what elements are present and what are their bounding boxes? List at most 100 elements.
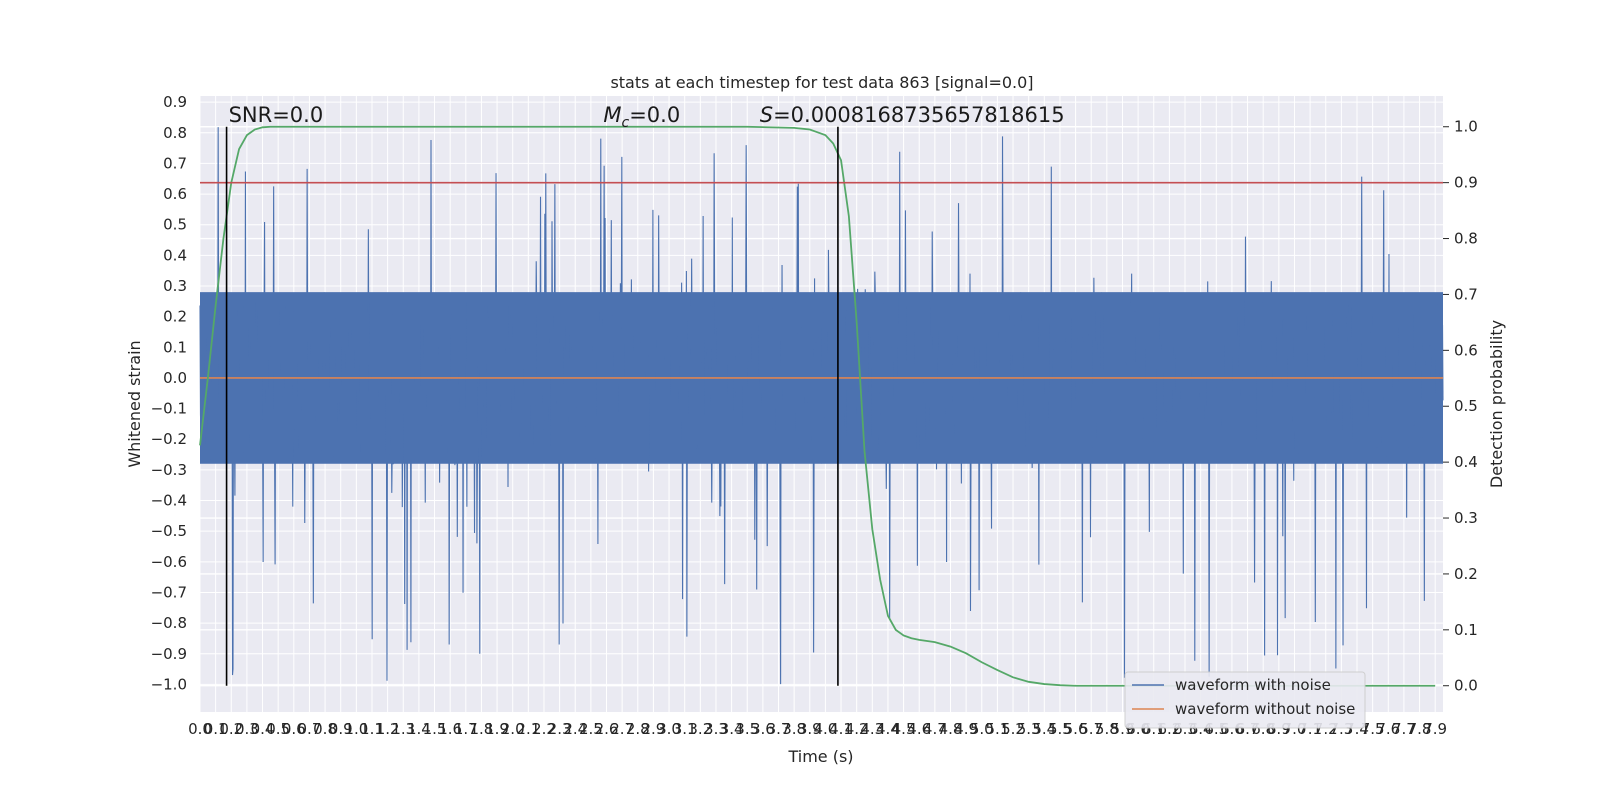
x-tick-label: 1.5 <box>423 720 447 738</box>
y-tick-label: 0.7 <box>163 154 187 172</box>
x-tick-label: 0.3 <box>235 720 259 738</box>
x-tick-label: 2.2 <box>532 720 556 738</box>
x-tick-label: 4.5 <box>892 720 916 738</box>
x-tick-label: 2.6 <box>595 720 619 738</box>
x-tick-label: 2.1 <box>516 720 540 738</box>
right-y-tick-label: 0.6 <box>1454 341 1478 359</box>
y-tick-label: −1.0 <box>151 675 187 693</box>
x-tick-label: 5.6 <box>1064 720 1088 738</box>
x-tick-label: 5.8 <box>1095 720 1119 738</box>
x-tick-label: 3.8 <box>782 720 806 738</box>
annotations: SNR=0.0 Mc=0.0 S=0.0008168735657818615 <box>229 103 1065 131</box>
right-y-tick-label: 0.0 <box>1454 677 1478 695</box>
x-tick-label: 5.5 <box>1048 720 1072 738</box>
x-tick-label: 7.7 <box>1392 720 1416 738</box>
x-tick-label: 4.0 <box>813 720 837 738</box>
y-tick-label: 0.2 <box>163 308 187 326</box>
chart-title: stats at each timestep for test data 863… <box>610 73 1033 92</box>
x-tick-label: 0.5 <box>266 720 290 738</box>
x-tick-label: 2.8 <box>626 720 650 738</box>
x-tick-label: 3.6 <box>751 720 775 738</box>
x-tick-label: 2.4 <box>563 720 587 738</box>
right-y-tick-label: 1.0 <box>1454 118 1478 136</box>
y-tick-label: 0.9 <box>163 93 187 111</box>
right-y-axis-label: Detection probability <box>1487 320 1506 488</box>
x-tick-label: 5.1 <box>985 720 1009 738</box>
y-tick-label: −0.1 <box>151 400 187 418</box>
x-tick-label: 3.7 <box>767 720 791 738</box>
y-tick-label: 0.8 <box>163 124 187 142</box>
x-tick-label: 3.3 <box>704 720 728 738</box>
legend-label-clean: waveform without noise <box>1175 700 1355 718</box>
x-tick-label: 1.3 <box>391 720 415 738</box>
x-tick-label: 1.0 <box>344 720 368 738</box>
x-tick-label: 4.3 <box>860 720 884 738</box>
x-tick-label: 1.9 <box>485 720 509 738</box>
y-tick-label: 0.0 <box>163 369 187 387</box>
y-tick-label: −0.9 <box>151 645 187 663</box>
x-tick-label: 1.4 <box>407 720 431 738</box>
detection-probability-series <box>199 125 1436 687</box>
x-tick-label: 0.2 <box>219 720 243 738</box>
y-tick-label: −0.6 <box>151 553 187 571</box>
x-tick-label: 3.0 <box>657 720 681 738</box>
x-tick-label: 4.6 <box>907 720 931 738</box>
x-tick-label: 0.9 <box>329 720 353 738</box>
y-tick-label: −0.5 <box>151 522 187 540</box>
noisy-waveform-line <box>199 127 1444 685</box>
y-tick-label: 0.4 <box>163 246 187 264</box>
x-tick-label: 3.2 <box>688 720 712 738</box>
x-tick-label: 0.7 <box>298 720 322 738</box>
y-tick-label: 0.1 <box>163 338 187 356</box>
x-tick-label: 7.8 <box>1408 720 1432 738</box>
x-tick-label: 4.1 <box>829 720 853 738</box>
x-tick-label: 5.0 <box>970 720 994 738</box>
y-tick-label: −0.2 <box>151 430 187 448</box>
x-tick-label: 2.9 <box>641 720 665 738</box>
legend: waveform with noise waveform without noi… <box>1124 671 1366 729</box>
legend-box <box>1124 671 1366 729</box>
right-y-tick-label: 0.4 <box>1454 453 1478 471</box>
right-y-tick-label: 0.8 <box>1454 230 1478 248</box>
x-tick-label: 4.7 <box>923 720 947 738</box>
x-tick-label: 1.8 <box>470 720 494 738</box>
x-tick-label: 7.9 <box>1423 720 1447 738</box>
x-tick-label: 1.6 <box>438 720 462 738</box>
x-tick-label: 2.7 <box>610 720 634 738</box>
x-tick-label: 5.3 <box>1017 720 1041 738</box>
x-tick-label: 1.1 <box>360 720 384 738</box>
left-y-ticks: −1.0 −0.9 −0.8 −0.7 −0.6 −0.5 −0.4 −0.3 −0.2 −0.1… <box>151 93 187 693</box>
y-tick-label: −0.7 <box>151 583 187 601</box>
y-tick-label: −0.8 <box>151 614 187 632</box>
x-axis-label: Time (s) <box>787 747 853 766</box>
x-tick-label: 4.2 <box>845 720 869 738</box>
right-y-ticks: 0.0 0.1 0.2 0.3 0.4 0.5 0.6 0.7 0.8 0.9 1.0 <box>1443 118 1478 695</box>
x-tick-label: 3.1 <box>673 720 697 738</box>
probability-line <box>199 125 1436 687</box>
x-tick-label: 7.5 <box>1361 720 1385 738</box>
x-tick-label: 2.0 <box>501 720 525 738</box>
x-tick-label: 0.6 <box>282 720 306 738</box>
x-tick-label: 1.7 <box>454 720 478 738</box>
y-tick-label: −0.4 <box>151 492 187 510</box>
x-tick-label: 7.6 <box>1376 720 1400 738</box>
right-y-tick-label: 0.3 <box>1454 509 1478 527</box>
y-axis-label: Whitened strain <box>125 340 144 467</box>
y-tick-label: 0.6 <box>163 185 187 203</box>
vertical-markers <box>225 126 839 686</box>
x-tick-label: 5.7 <box>1079 720 1103 738</box>
x-tick-label: 3.9 <box>798 720 822 738</box>
legend-label-noisy: waveform with noise <box>1175 676 1331 694</box>
y-tick-label: 0.3 <box>163 277 187 295</box>
right-y-tick-label: 0.5 <box>1454 397 1478 415</box>
x-tick-label: 0.8 <box>313 720 337 738</box>
x-tick-label: 5.4 <box>1032 720 1056 738</box>
x-tick-label: 1.2 <box>376 720 400 738</box>
x-tick-label: 2.5 <box>579 720 603 738</box>
annotation-s: S=0.0008168735657818615 <box>760 103 1065 127</box>
y-tick-label: 0.5 <box>163 216 187 234</box>
x-tick-label: 2.3 <box>548 720 572 738</box>
x-tick-label: 5.2 <box>1001 720 1025 738</box>
right-y-tick-label: 0.9 <box>1454 174 1478 192</box>
